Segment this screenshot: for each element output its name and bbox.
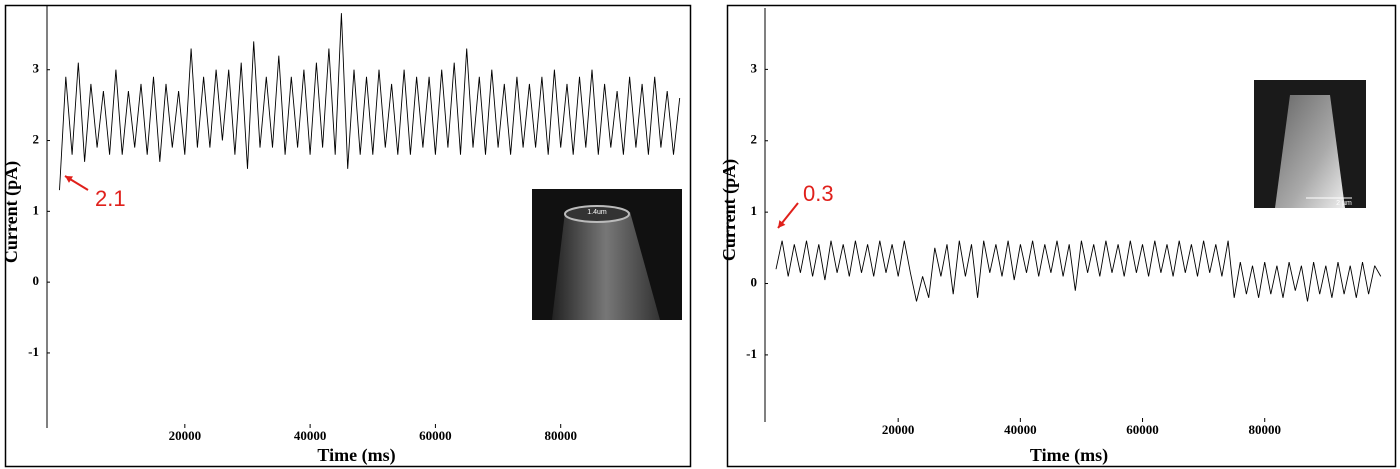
x-tick-label: 80000 bbox=[1248, 422, 1281, 437]
y-tick-label: 1 bbox=[751, 203, 758, 218]
panel-frame bbox=[4, 4, 692, 468]
x-axis-title: Time (ms) bbox=[317, 445, 395, 466]
x-tick-label: 20000 bbox=[882, 422, 915, 437]
y-tick-label: -1 bbox=[746, 346, 757, 361]
y-tick-label: 2 bbox=[33, 132, 40, 147]
y-tick-label: 2 bbox=[751, 132, 758, 147]
annotation-arrowhead bbox=[778, 220, 786, 228]
y-tick-label: 3 bbox=[33, 61, 40, 76]
inset-image bbox=[1254, 80, 1366, 208]
y-axis-title: Current (pA) bbox=[719, 159, 740, 261]
current-trace bbox=[59, 13, 681, 191]
annotation: 0.3 bbox=[803, 181, 834, 206]
x-tick-label: 40000 bbox=[1004, 422, 1037, 437]
x-tick-label: 40000 bbox=[294, 428, 327, 443]
y-tick-label: 0 bbox=[751, 275, 758, 290]
x-tick-label: 60000 bbox=[419, 428, 452, 443]
panel-frame bbox=[726, 4, 1397, 468]
inset-label: 2 µm bbox=[1336, 200, 1352, 207]
current-trace bbox=[775, 240, 1382, 302]
inset-label: 1.4um bbox=[587, 209, 607, 216]
y-tick-label: 0 bbox=[33, 273, 40, 288]
x-tick-label: 20000 bbox=[169, 428, 202, 443]
x-tick-label: 60000 bbox=[1126, 422, 1159, 437]
y-tick-label: 3 bbox=[751, 60, 758, 75]
annotation: 2.1 bbox=[95, 186, 126, 211]
y-tick-label: -1 bbox=[28, 344, 39, 359]
inset-image bbox=[532, 189, 682, 320]
y-tick-label: 1 bbox=[33, 202, 40, 217]
x-tick-label: 80000 bbox=[544, 428, 577, 443]
annotation-arrowhead bbox=[65, 176, 73, 183]
y-axis-title: Current (pA) bbox=[1, 161, 22, 263]
x-axis-title: Time (ms) bbox=[1030, 445, 1108, 466]
